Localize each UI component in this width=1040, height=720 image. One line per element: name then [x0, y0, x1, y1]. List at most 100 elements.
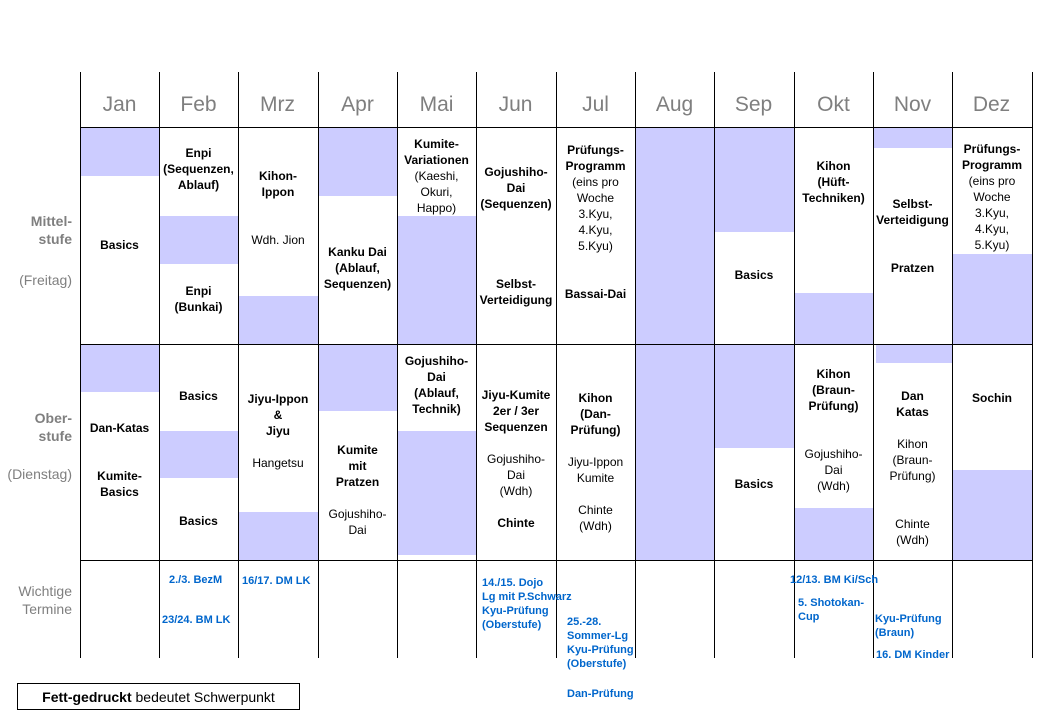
highlight-block	[715, 345, 794, 448]
grid-line	[952, 72, 953, 658]
ober-nov-topic-3: Chinte (Wdh)	[895, 517, 930, 547]
ober-jun-topic-2: Gojushiho- Dai (Wdh)	[486, 452, 546, 498]
highlight-block	[160, 216, 238, 264]
month-header-mrz: Mrz	[260, 93, 295, 116]
grid-line	[556, 72, 557, 658]
month-header-dez: Dez	[972, 93, 1011, 116]
mittel-feb-topic: Enpi (Sequenzen, Ablauf)	[163, 146, 234, 192]
month-header-feb: Feb	[180, 93, 217, 116]
grid-line	[476, 72, 477, 658]
mittel-mai-topic-2: (Kaeshi, Okuri, Happo)	[414, 169, 459, 215]
event-entry: 16/17. DM LK	[242, 575, 311, 587]
ober-jun-topic: Jiyu-Kumite 2er / 3er Sequenzen	[481, 388, 551, 434]
highlight-block	[636, 128, 714, 344]
ober-jul-topic-2: Jiyu-Ippon Kumite	[567, 455, 624, 485]
ober-feb-topic: Basics	[179, 389, 218, 403]
highlight-block	[81, 128, 159, 176]
month-header-nov: Nov	[893, 93, 932, 116]
mittel-jun-topic-2: Selbst- Verteidigung	[479, 277, 553, 307]
ober-okt-topic-2: Gojushiho- Dai (Wdh)	[804, 447, 863, 493]
mittel-mrz-topic: Kihon- Ippon	[259, 169, 297, 199]
grid-line	[80, 344, 1033, 345]
mittel-feb-topic-2: Enpi (Bunkai)	[174, 284, 223, 314]
grid-line	[397, 72, 398, 658]
highlight-block	[398, 216, 476, 344]
mittel-mai-topic: Kumite- Variationen	[404, 137, 469, 167]
ober-mrz-topic-2: Hangetsu	[252, 456, 304, 470]
mittel-jan-topic: Basics	[100, 238, 139, 252]
ober-jul-topic: Kihon (Dan- Prüfung)	[570, 391, 621, 437]
highlight-block	[953, 470, 1032, 560]
month-header-jun: Jun	[498, 93, 533, 116]
grid-line	[318, 72, 319, 658]
mittel-dez-topic-2: (eins pro Woche 3.Kyu, 4.Kyu, 5.Kyu)	[968, 174, 1016, 252]
highlight-block	[160, 431, 238, 478]
ober-dez-topic: Sochin	[971, 391, 1012, 405]
highlight-block	[953, 254, 1032, 344]
ober-apr-topic: Kumite mit Pratzen	[335, 443, 380, 489]
ober-nov-topic: Dan Katas	[896, 389, 929, 419]
mittel-okt-topic: Kihon (Hüft- Techniken)	[802, 159, 865, 205]
ober-nov-topic-2: Kihon (Braun- Prüfung)	[889, 437, 936, 483]
mittel-dez-topic: Prüfungs- Programm	[961, 142, 1023, 172]
legend-bold-text: Fett-gedruckt	[42, 689, 132, 705]
highlight-block	[874, 128, 952, 148]
grid-line	[794, 72, 795, 658]
highlight-block	[319, 345, 397, 411]
event-entry: 5. Shotokan- Cup	[798, 597, 865, 623]
month-header-okt: Okt	[817, 93, 850, 116]
mittel-sep-topic: Basics	[734, 268, 774, 282]
ober-sep-topic: Basics	[734, 477, 774, 491]
event-entry: 16. DM Kinder	[876, 649, 950, 661]
month-header-apr: Apr	[341, 93, 374, 116]
event-entry: 25.-28. Sommer-Lg Kyu-Prüfung (Oberstufe…	[567, 616, 634, 670]
ober-jan-topic: Dan-Katas	[89, 421, 150, 435]
highlight-block	[239, 296, 318, 344]
mittel-apr-topic: Kanku Dai (Ablauf, Sequenzen)	[323, 245, 392, 291]
highlight-block	[319, 128, 397, 196]
row-label-oberstufe: Ober- stufe	[34, 410, 72, 444]
month-header-mai: Mai	[419, 93, 454, 116]
mittel-nov-topic-2: Pratzen	[890, 261, 935, 275]
grid-line	[159, 72, 160, 658]
legend-box: Fett-gedruckt bedeutet Schwerpunkt	[17, 683, 300, 710]
event-entry: 2./3. BezM	[169, 574, 223, 586]
highlight-block	[876, 345, 952, 363]
month-header-sep: Sep	[734, 93, 773, 116]
highlight-block	[795, 508, 873, 560]
ober-mrz-topic: Jiyu-Ippon & Jiyu	[247, 392, 309, 438]
ober-feb-topic-2: Basics	[179, 514, 218, 528]
row-label-mittelstufe: Mittel- stufe	[30, 213, 72, 247]
row-label-termine: Wichtige Termine	[18, 583, 72, 617]
mittel-mrz-topic-2: Wdh. Jion	[251, 233, 305, 247]
mittel-nov-topic: Selbst- Verteidigung	[876, 197, 949, 227]
event-entry: 14./15. Dojo Lg mit P.Schwarz Kyu-Prüfun…	[482, 577, 572, 631]
row-label-dienstag: (Dienstag)	[7, 466, 72, 482]
event-entry: Kyu-Prüfung (Braun)	[875, 613, 942, 639]
event-entry: 23/24. BM LK	[162, 614, 231, 626]
grid-line	[635, 72, 636, 658]
highlight-block	[239, 512, 318, 560]
grid-line	[80, 560, 1033, 561]
ober-apr-topic-2: Gojushiho- Dai	[328, 507, 387, 537]
grid-line	[873, 72, 874, 658]
highlight-block	[398, 431, 476, 555]
grid-line	[238, 72, 239, 658]
mittel-jul-topic: Prüfungs- Programm	[565, 143, 626, 173]
ober-jul-topic-3: Chinte (Wdh)	[578, 503, 613, 533]
grid-line	[714, 72, 715, 658]
grid-line	[80, 127, 1033, 128]
mittel-jul-topic-3: Bassai-Dai	[564, 287, 627, 301]
highlight-block	[795, 293, 873, 344]
row-label-freitag: (Freitag)	[19, 272, 72, 288]
month-header-aug: Aug	[655, 93, 694, 116]
ober-jan-topic-2: Kumite- Basics	[97, 469, 142, 499]
highlight-block	[81, 345, 159, 392]
month-header-jul: Jul	[582, 93, 609, 116]
highlight-block	[715, 128, 794, 232]
ober-okt-topic: Kihon (Braun- Prüfung)	[808, 367, 859, 413]
month-header-jan: Jan	[102, 93, 137, 116]
highlight-block	[636, 345, 714, 560]
grid-line	[1032, 72, 1033, 658]
event-entry: Dan-Prüfung	[567, 688, 634, 700]
